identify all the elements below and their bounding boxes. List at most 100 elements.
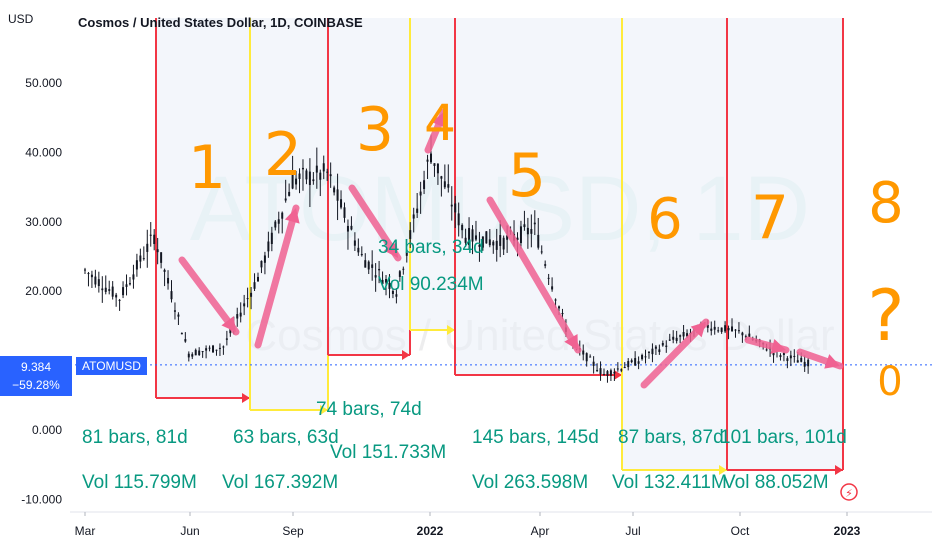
- candle-body: [139, 255, 142, 262]
- candle-body: [492, 241, 495, 246]
- trend-arrow-shaft: [640, 318, 710, 389]
- candle-body: [433, 163, 436, 166]
- range-measure-arrowhead: [447, 325, 455, 335]
- range-measure-arrowhead: [719, 465, 727, 475]
- candle-body: [443, 181, 446, 188]
- range-measure-arrowhead: [320, 405, 328, 415]
- measure-bars-label: 81 bars, 81d: [82, 427, 188, 448]
- candle-body: [90, 274, 93, 278]
- candle-body: [637, 361, 640, 364]
- candle-body: [239, 312, 242, 317]
- last-price: 9.384: [20, 360, 52, 374]
- candle-body: [284, 198, 287, 201]
- candle-body: [357, 247, 360, 253]
- measure-bars-label: 74 bars, 74d: [316, 399, 422, 420]
- candle-body: [630, 360, 633, 363]
- candle-body: [312, 179, 315, 182]
- candle-body: [412, 214, 415, 219]
- candle-body: [388, 283, 391, 289]
- candle-body: [526, 227, 529, 235]
- chart-title: Cosmos / United States Dollar, 1D, COINB…: [78, 15, 363, 30]
- candle-body: [506, 235, 509, 240]
- measure-volume-label: Vol 263.598M: [472, 472, 588, 493]
- range-box-fill: [328, 18, 410, 355]
- candle-body: [229, 328, 232, 334]
- candle-body: [336, 189, 339, 201]
- candle-body: [371, 264, 374, 268]
- candle-body: [803, 361, 806, 367]
- candle-body: [793, 355, 796, 357]
- y-tick-label: 40.000: [25, 145, 62, 159]
- candle-body: [440, 176, 443, 179]
- candle-body: [675, 337, 678, 342]
- candle-body: [710, 328, 713, 331]
- candle-body: [544, 264, 547, 266]
- candle-body: [436, 163, 439, 174]
- candle-body: [374, 275, 377, 278]
- candle-body: [416, 208, 419, 213]
- candle-body: [800, 357, 803, 362]
- candle-body: [481, 236, 484, 248]
- candle-body: [184, 339, 187, 342]
- candle-body: [163, 269, 166, 272]
- candle-body: [796, 360, 799, 363]
- candle-body: [319, 172, 322, 180]
- y-tick-label: -10.000: [21, 492, 62, 506]
- candle-body: [343, 207, 346, 218]
- candle-body: [450, 204, 453, 207]
- candle-body: [291, 175, 294, 189]
- lightning-icon: ⚡: [845, 487, 853, 500]
- candle-body: [786, 358, 789, 362]
- candle-body: [807, 359, 810, 367]
- candle-body: [225, 338, 228, 340]
- candle-body: [737, 330, 740, 332]
- candle-body: [84, 269, 86, 271]
- candle-body: [201, 351, 204, 353]
- candle-body: [153, 234, 156, 245]
- trend-arrow-shaft: [178, 256, 240, 336]
- candle-body: [468, 228, 471, 246]
- candle-body: [665, 345, 668, 347]
- handwritten-mark: 2: [264, 120, 302, 190]
- x-tick-label: Oct: [731, 524, 750, 538]
- handwritten-mark: 5: [508, 141, 546, 211]
- candle-body: [741, 332, 744, 336]
- handwritten-mark: ?: [867, 275, 904, 357]
- candle-body: [613, 371, 616, 374]
- currency-label: USD: [8, 12, 34, 26]
- measure-volume-label: Vol 151.733M: [330, 442, 446, 463]
- x-tick-label: 2022: [417, 524, 444, 538]
- candle-body: [589, 356, 592, 358]
- candle-body: [748, 333, 751, 337]
- candle-body: [104, 287, 107, 292]
- candle-body: [205, 348, 208, 351]
- candle-body: [263, 255, 266, 263]
- candle-body: [236, 314, 239, 319]
- candle-body: [108, 289, 111, 291]
- candle-body: [530, 229, 533, 234]
- candle-body: [419, 191, 422, 196]
- trend-arrow-head: [824, 354, 840, 369]
- symbol-tag: ATOMUSD: [76, 357, 147, 375]
- candle-body: [322, 163, 325, 172]
- handwritten-mark: 1: [188, 133, 226, 203]
- candle-body: [471, 229, 474, 242]
- y-tick-label: 30.000: [25, 215, 62, 229]
- candle-body: [519, 226, 522, 244]
- candle-body: [97, 279, 100, 287]
- trend-arrow-head: [431, 112, 446, 128]
- candle-body: [215, 349, 218, 351]
- candle-body: [461, 224, 464, 231]
- candle-body: [170, 291, 173, 300]
- candle-body: [609, 370, 612, 376]
- candle-body: [381, 279, 384, 284]
- measure-bars-label: 145 bars, 145d: [472, 427, 599, 448]
- candle-body: [333, 187, 336, 193]
- candle-body: [547, 277, 550, 279]
- candle-body: [142, 258, 145, 260]
- measure-bars-label: 87 bars, 87d: [618, 427, 724, 448]
- trend-arrow-head: [383, 242, 398, 258]
- candle-body: [315, 165, 318, 173]
